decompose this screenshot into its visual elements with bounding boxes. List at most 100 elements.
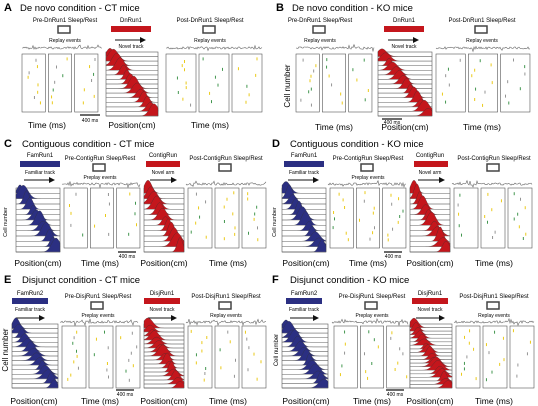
x-label: Position(cm) — [10, 396, 57, 406]
event-frame — [231, 53, 263, 113]
run-label: DisjRun1 — [418, 291, 443, 297]
event-frame — [187, 325, 213, 389]
post-sub: Replay events — [194, 38, 226, 44]
panel-title: De novo condition - KO mice — [292, 3, 413, 14]
familiar-track-bar — [284, 161, 324, 167]
replay-raster — [453, 187, 533, 249]
lfp-trace-line — [59, 318, 139, 327]
lfp-trace-line — [295, 43, 375, 53]
run-sub: Novel arm — [419, 170, 442, 176]
lfp-trace — [61, 181, 141, 189]
novel-track-bar — [384, 26, 424, 32]
pre-sub: Preplay events — [351, 175, 385, 181]
lfp-trace-line — [22, 44, 103, 50]
panel-title: De novo condition - CT mice — [20, 3, 140, 14]
event-frame — [507, 187, 533, 249]
pre-label: Pre-DnRun1 Sleep/Rest — [33, 18, 98, 24]
lfp-trace-line — [185, 180, 267, 188]
pre-label: Pre-DisjRun1 Sleep/Rest — [339, 294, 406, 300]
sleep-box-icon — [57, 25, 71, 34]
event-frame — [348, 53, 373, 113]
panel-letter: B — [276, 2, 284, 14]
x-label: Time (ms) — [463, 122, 501, 132]
event-frame — [435, 53, 466, 113]
x-label: Time (ms) — [353, 396, 391, 406]
post-label: Post-ContigRun Sleep/Rest — [189, 156, 263, 162]
place-field-ridges — [377, 48, 433, 117]
event-frame — [63, 187, 88, 249]
x-label: Time (ms) — [475, 396, 513, 406]
lfp-trace — [435, 45, 531, 53]
place-field-ridges — [281, 181, 327, 253]
run-label: DnRun1 — [393, 18, 416, 24]
novel-arm-bar — [146, 161, 180, 167]
event-frame — [48, 53, 72, 113]
sleep-box-icon — [486, 163, 500, 172]
sleep-box-icon — [218, 163, 232, 172]
sleep-box-icon — [92, 163, 106, 172]
lfp-trace — [331, 317, 409, 326]
sleep-box-icon — [486, 301, 500, 310]
x-label: Time (ms) — [191, 120, 229, 130]
replay-raster — [165, 53, 263, 113]
fam-sub: Familiar track — [289, 307, 320, 313]
place-field-ridges — [409, 180, 451, 253]
preplay-raster — [61, 325, 141, 389]
sleep-box-icon — [90, 301, 104, 310]
event-frame — [500, 53, 531, 113]
event-frame — [61, 325, 87, 389]
familiar-track-bar — [20, 161, 60, 167]
panel-letter: A — [4, 2, 12, 14]
replay-raster — [187, 325, 267, 389]
lfp-trace — [185, 318, 267, 326]
lfp-trace-line — [451, 179, 533, 188]
pre-label: Pre-ContigRun Sleep/Rest — [333, 156, 404, 162]
replay-raster — [187, 187, 267, 249]
event-frame — [509, 325, 535, 389]
sleep-box-icon — [360, 163, 374, 172]
place-field-ridges — [143, 317, 185, 389]
y-label: Cell number — [283, 64, 292, 107]
lfp-trace — [451, 179, 533, 188]
lfp-trace — [22, 44, 103, 50]
place-field-ridges — [143, 180, 185, 253]
event-frame — [295, 53, 320, 113]
pre-sub: Replay events — [49, 38, 81, 44]
preplay-raster — [295, 53, 373, 113]
event-frame — [21, 53, 46, 113]
event-frame — [214, 325, 240, 389]
lfp-trace-line — [185, 318, 267, 326]
post-label: Post-DnRun1 Sleep/Rest — [176, 18, 243, 24]
scale-label: 400 ms — [119, 254, 136, 260]
event-frame — [382, 187, 407, 249]
x-label: Time (ms) — [349, 258, 387, 268]
event-frame — [88, 325, 114, 389]
fam-sub: Familiar track — [25, 170, 56, 176]
replay-raster — [435, 53, 531, 113]
run-label: DisjRun1 — [150, 291, 175, 297]
run-sub: Novel arm — [152, 170, 175, 176]
x-label: Position(cm) — [381, 122, 428, 132]
x-label: Position(cm) — [140, 396, 187, 406]
panel-c: C Contiguous condition - CT mice FamRun1… — [3, 138, 267, 268]
event-frame — [241, 325, 267, 389]
x-label: Position(cm) — [14, 258, 61, 268]
novel-track-bar — [144, 298, 180, 304]
pre-sub: Replay events — [304, 38, 336, 44]
x-label: Position(cm) — [406, 396, 453, 406]
x-label: Position(cm) — [282, 258, 329, 268]
preplay-raster — [21, 53, 99, 113]
lfp-trace — [59, 318, 139, 327]
fam-sub: Familiar track — [15, 307, 46, 313]
lfp-trace — [295, 43, 375, 53]
place-field-ridges — [409, 317, 453, 389]
panel-d: D Contiguous condition - KO mice FamRun1… — [272, 138, 533, 268]
x-label: Time (ms) — [81, 258, 119, 268]
y-label: Cell number — [1, 328, 10, 371]
panel-letter: C — [4, 138, 12, 150]
scale-label: 400 ms — [385, 254, 402, 260]
panel-title: Disjunct condition - KO mice — [290, 275, 409, 286]
fam-label: FamRun1 — [291, 153, 318, 159]
post-label: Post-ContigRun Sleep/Rest — [457, 156, 531, 162]
event-frame — [453, 187, 479, 249]
